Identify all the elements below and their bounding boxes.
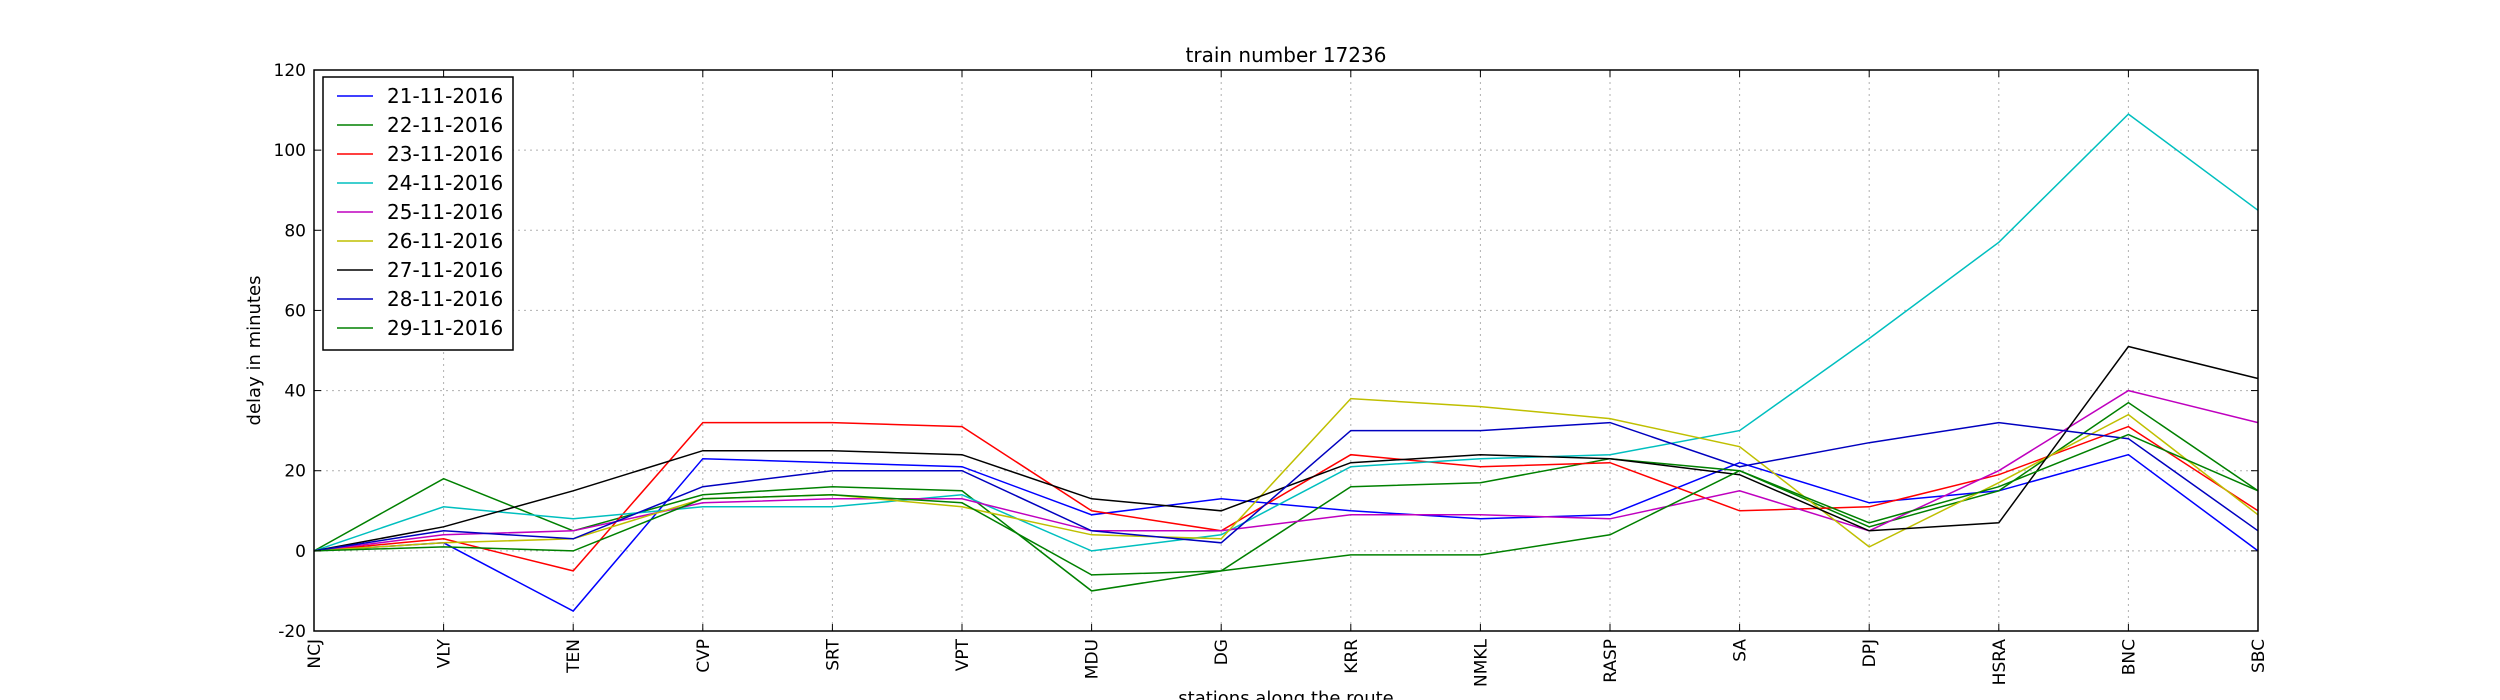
y-tick-label: 100	[274, 141, 306, 161]
x-tick-label: SA	[1731, 639, 1751, 662]
y-tick-label: 80	[284, 221, 306, 241]
series-line-23-11-2016	[313, 421, 2259, 572]
x-tick-label: DG	[1212, 639, 1232, 665]
y-axis-label: delay in minutes	[244, 276, 265, 426]
legend-label: 26-11-2016	[387, 229, 503, 253]
x-tick-label: VLY	[435, 638, 455, 668]
series-line-28-11-2016	[313, 421, 2259, 552]
x-tick-label: KRR	[1342, 639, 1362, 674]
legend-label: 25-11-2016	[387, 200, 503, 224]
y-tick-label: 0	[295, 542, 306, 562]
y-tick-label: 120	[274, 61, 306, 81]
plot-frame	[313, 69, 2259, 632]
x-tick-label: SBC	[2249, 639, 2269, 673]
legend-label: 29-11-2016	[387, 316, 503, 340]
x-tick-label: BNC	[2119, 639, 2139, 675]
y-tick-label: -20	[278, 622, 306, 642]
grid-lines	[314, 70, 2258, 631]
y-tick-label: 40	[284, 382, 306, 402]
legend-box	[322, 76, 514, 351]
legend-label: 22-11-2016	[387, 113, 503, 137]
x-tick-label: NCJ	[305, 639, 325, 669]
legend-label: 28-11-2016	[387, 287, 503, 311]
series-lines	[313, 113, 2259, 612]
chart-title: train number 17236	[1186, 43, 1387, 67]
x-tick-label: VPT	[953, 638, 973, 671]
y-tick-label: 60	[284, 301, 306, 321]
x-tick-label: MDU	[1083, 639, 1103, 679]
legend-label: 24-11-2016	[387, 171, 503, 195]
legend: 21-11-2016 22-11-2016 23-11-2016 24-11-2016…	[322, 76, 514, 351]
axis-ticks: -20 0 20 40 60 80 100 120 NCJ VLY TEN CVP SRT VPT MDU D…	[274, 61, 2269, 687]
legend-label: 27-11-2016	[387, 258, 503, 282]
x-tick-label: DPJ	[1860, 639, 1880, 667]
x-tick-label: NMKL	[1471, 638, 1491, 687]
series-line-29-11-2016	[313, 433, 2259, 576]
x-tick-label: TEN	[564, 639, 584, 674]
x-tick-label: RASP	[1601, 639, 1621, 683]
x-tick-label: HSRA	[1990, 639, 2010, 686]
series-line-21-11-2016	[313, 453, 2259, 612]
series-line-25-11-2016	[313, 389, 2259, 552]
legend-label: 21-11-2016	[387, 84, 503, 108]
series-line-26-11-2016	[313, 397, 2259, 552]
x-tick-label: SRT	[823, 638, 843, 670]
x-axis-label: stations along the route	[1178, 688, 1393, 700]
series-line-27-11-2016	[313, 345, 2259, 552]
y-tick-label: 20	[284, 462, 306, 482]
x-tick-label: CVP	[694, 639, 714, 673]
legend-label: 23-11-2016	[387, 142, 503, 166]
